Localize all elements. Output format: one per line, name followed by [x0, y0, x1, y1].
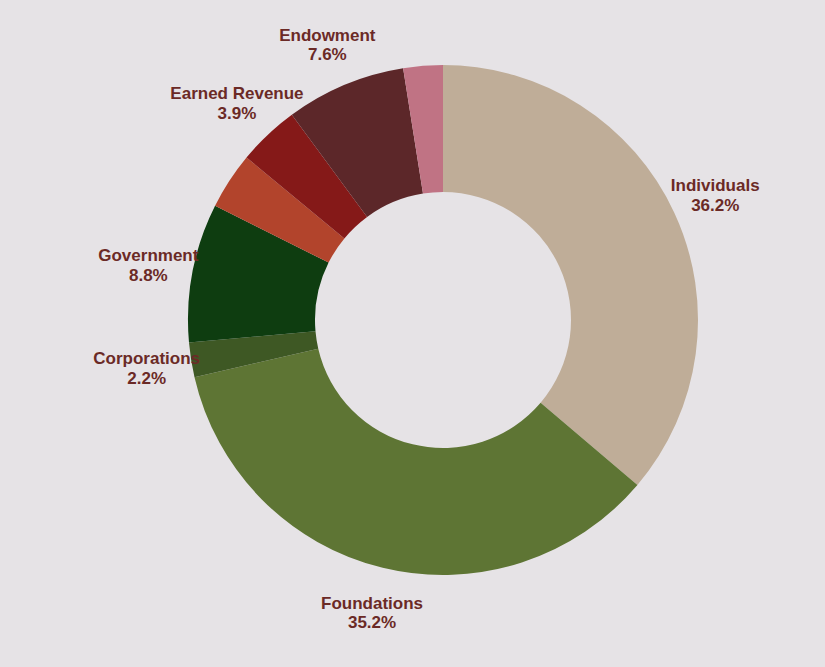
svg-text:Earned Revenue3.9%: Earned Revenue3.9%	[170, 84, 303, 123]
svg-text:Government8.8%: Government8.8%	[98, 246, 198, 285]
svg-text:Corporations2.2%: Corporations2.2%	[93, 349, 200, 388]
svg-text:Endowment7.6%: Endowment7.6%	[279, 26, 376, 65]
svg-text:Foundations35.2%: Foundations35.2%	[321, 594, 423, 633]
svg-text:Individuals36.2%: Individuals36.2%	[671, 176, 760, 215]
